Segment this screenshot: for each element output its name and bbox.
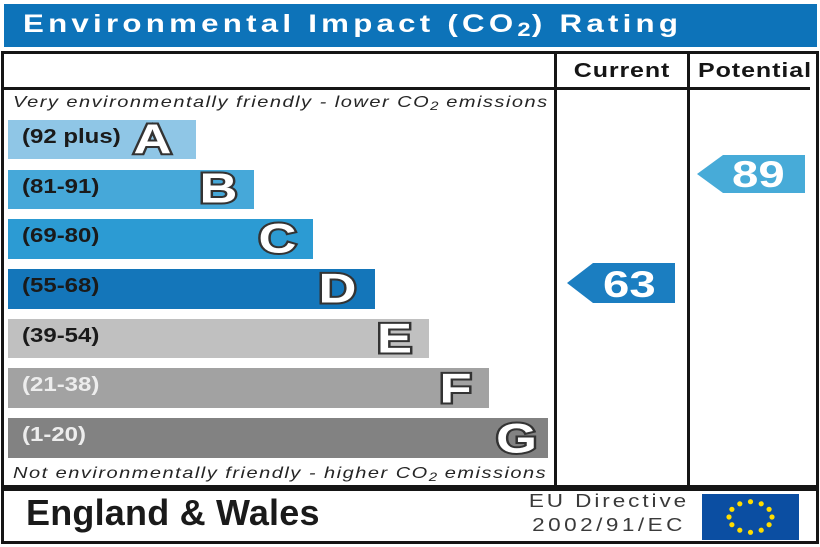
svg-text:F: F: [439, 365, 471, 412]
svg-text:E: E: [377, 315, 412, 362]
svg-text:B: B: [200, 165, 238, 212]
svg-text:C: C: [259, 215, 297, 262]
svg-text:D: D: [319, 265, 357, 312]
svg-text:G: G: [496, 415, 537, 462]
svg-text:A: A: [134, 116, 172, 163]
